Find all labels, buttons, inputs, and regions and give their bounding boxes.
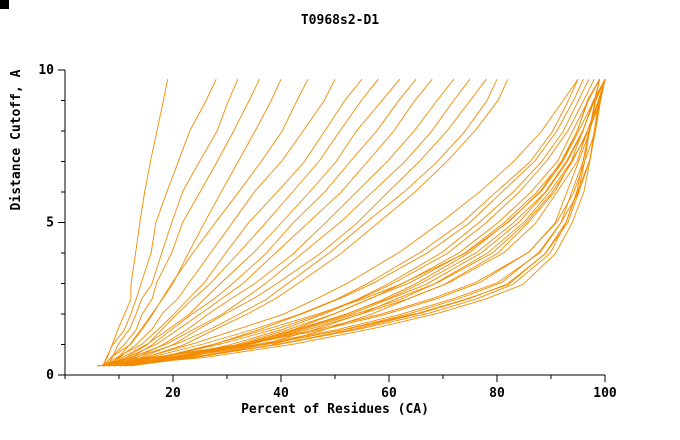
series-line	[113, 79, 590, 367]
series-line	[108, 78, 455, 367]
series-line	[108, 78, 600, 367]
series-line	[102, 79, 217, 367]
series-line	[102, 79, 606, 367]
series-line	[108, 79, 509, 367]
series-line	[108, 78, 487, 367]
series-line	[102, 78, 471, 367]
series-line	[108, 78, 579, 367]
series-line	[102, 79, 498, 367]
series-line	[118, 79, 606, 367]
series-line	[107, 78, 336, 367]
series-line	[107, 79, 239, 367]
x-tick-label: 100	[593, 386, 617, 401]
series-line	[102, 78, 401, 367]
series-line	[107, 79, 282, 367]
series-line	[113, 79, 601, 367]
series-line	[108, 79, 606, 367]
series-line	[108, 78, 417, 367]
series-line	[118, 78, 600, 367]
x-tick-label: 20	[165, 386, 181, 401]
series-line	[102, 78, 433, 367]
y-tick-label: 5	[46, 216, 54, 231]
series-line	[129, 79, 606, 367]
series-line	[118, 78, 595, 367]
series-line	[97, 79, 601, 367]
series-line	[108, 78, 379, 367]
series-line	[102, 79, 260, 367]
x-tick-label: 40	[273, 386, 289, 401]
series-lines	[97, 78, 606, 367]
chart-title: T0968s2-D1	[301, 13, 379, 28]
series-line	[118, 78, 606, 367]
series-line	[102, 78, 309, 367]
y-tick-label: 10	[38, 63, 54, 78]
y-tick-label: 0	[46, 368, 54, 383]
series-line	[102, 79, 169, 367]
corner-mark	[0, 0, 9, 9]
series-line	[113, 78, 600, 367]
y-axis-label: Distance Cutoff, A	[9, 69, 24, 210]
series-line	[102, 78, 363, 367]
series-line	[97, 79, 606, 367]
x-tick-label: 60	[381, 386, 397, 401]
axes: 0 5 10 20 40 60 80 100	[38, 63, 617, 401]
x-axis-label: Percent of Residues (CA)	[241, 402, 429, 417]
x-tick-label: 80	[489, 386, 505, 401]
series-line	[124, 78, 606, 367]
series-line	[108, 79, 579, 367]
